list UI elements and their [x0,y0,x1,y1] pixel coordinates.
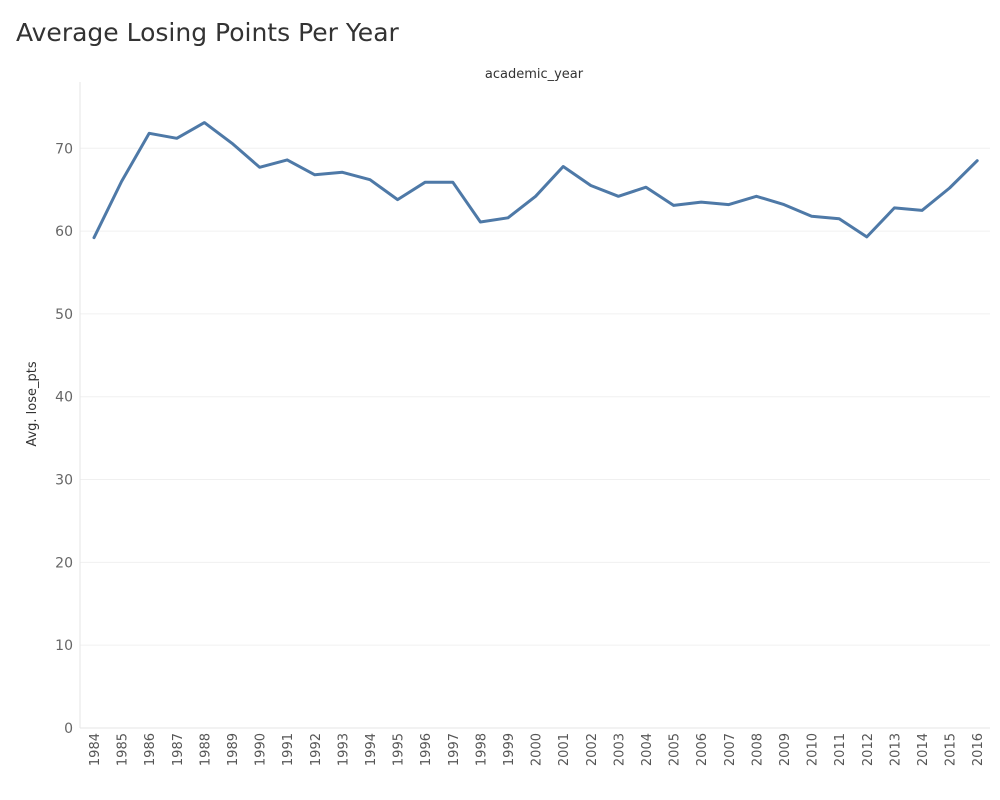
x-tick-label: 2006 [695,733,710,766]
y-tick-label: 10 [55,638,73,654]
gridlines [80,147,990,646]
chart-title: Average Losing Points Per Year [16,18,399,47]
x-tick-label: 2008 [750,733,765,766]
x-tick-labels: 1984 1985 1986 1987 1988 1989 1990 1991 1992 1993… [88,733,986,766]
x-axis-title: academic_year [485,67,584,82]
x-tick-label: 2009 [778,733,793,766]
x-tick-label: 2010 [806,733,821,766]
x-tick-label: 2004 [640,733,655,766]
x-tick-label: 2001 [557,733,572,766]
x-tick-label: 2014 [916,733,931,766]
x-tick-label: 1987 [171,733,186,766]
x-tick-label: 2005 [668,733,683,766]
x-tick-label: 1988 [198,733,213,766]
x-tick-label: 1985 [116,733,131,766]
x-tick-label: 1993 [336,733,351,766]
x-tick-label: 1989 [226,733,241,766]
x-tick-label: 2007 [723,733,738,766]
x-tick-label: 2003 [612,733,627,766]
y-tick-label: 20 [55,555,73,571]
y-axis-title: Avg. lose_pts [25,361,40,447]
x-tick-label: 2016 [971,733,986,766]
series-line [92,121,979,240]
x-tick-label: 2012 [861,733,876,766]
x-tick-label: 1996 [419,733,434,766]
y-tick-labels: 0 10 20 30 40 50 60 70 [55,141,73,737]
x-tick-label: 1999 [502,733,517,766]
x-tick-label: 1986 [143,733,158,766]
x-tick-label: 2011 [833,733,848,766]
x-tick-label: 1997 [447,733,462,766]
y-tick-label: 50 [55,307,73,323]
y-tick-label: 70 [55,141,73,157]
x-tick-label: 1984 [88,733,103,766]
y-tick-label: 0 [64,721,73,737]
x-tick-label: 1990 [254,733,269,766]
x-tick-label: 1992 [309,733,324,766]
y-tick-label: 40 [55,390,73,406]
x-tick-label: 1994 [364,733,379,766]
x-tick-label: 2015 [944,733,959,766]
x-tick-label: 1991 [281,733,296,766]
x-tick-label: 2013 [888,733,903,766]
y-tick-label: 60 [55,224,73,240]
x-tick-label: 2002 [585,733,600,766]
x-tick-label: 1998 [474,733,489,766]
x-tick-label: 1995 [392,733,407,766]
y-tick-label: 30 [55,473,73,489]
x-tick-label: 2000 [530,733,545,766]
